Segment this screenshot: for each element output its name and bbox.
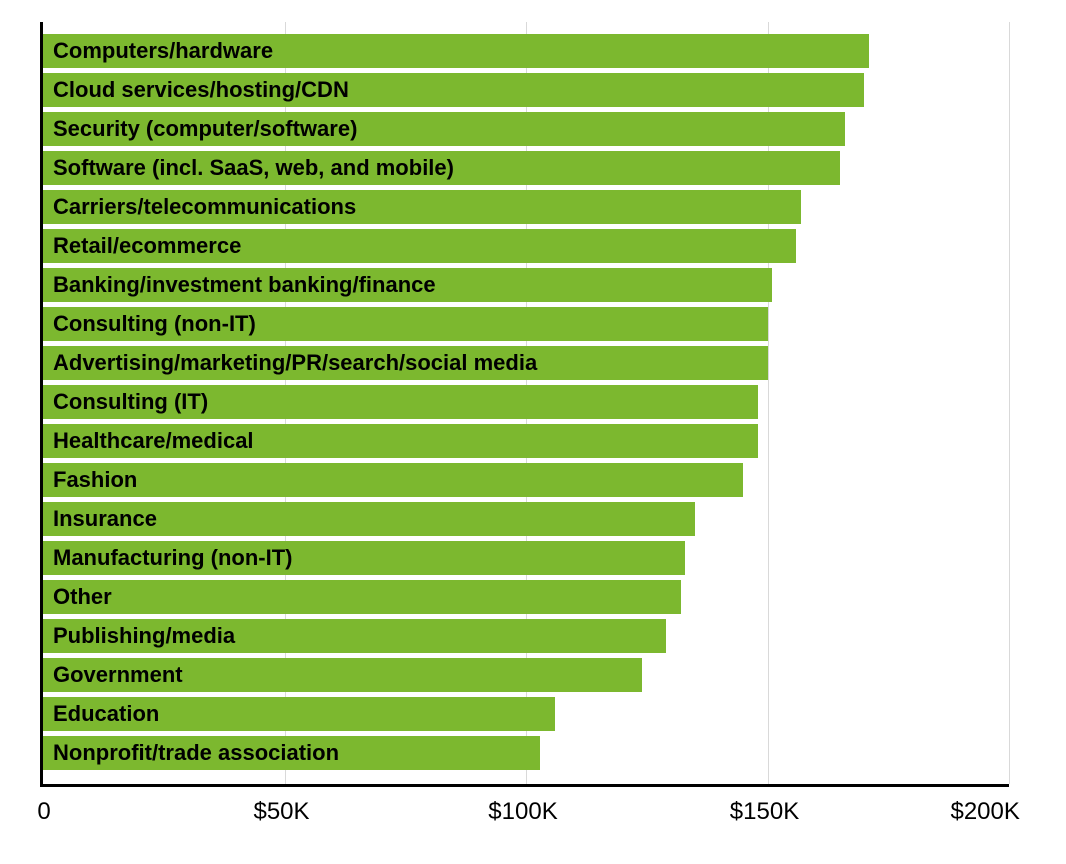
bar-row: Banking/investment banking/finance xyxy=(43,268,772,302)
bar: Consulting (non-IT) xyxy=(43,307,768,341)
bar-row: Computers/hardware xyxy=(43,34,869,68)
bar-row: Advertising/marketing/PR/search/social m… xyxy=(43,346,768,380)
bar-label: Software (incl. SaaS, web, and mobile) xyxy=(53,155,454,181)
bar: Other xyxy=(43,580,681,614)
x-tick-label: $100K xyxy=(488,798,557,826)
bar-row: Nonprofit/trade association xyxy=(43,736,540,770)
bar-label: Healthcare/medical xyxy=(53,428,254,454)
bar: Cloud services/hosting/CDN xyxy=(43,73,864,107)
bar-label: Carriers/telecommunications xyxy=(53,194,356,220)
bar-label: Consulting (IT) xyxy=(53,389,208,415)
bar-label: Other xyxy=(53,584,112,610)
bar-label: Education xyxy=(53,701,159,727)
x-tick-label: 0 xyxy=(37,798,50,826)
bar-label: Retail/ecommerce xyxy=(53,233,241,259)
bar: Software (incl. SaaS, web, and mobile) xyxy=(43,151,840,185)
bar: Fashion xyxy=(43,463,743,497)
bar-label: Nonprofit/trade association xyxy=(53,740,339,766)
bar: Computers/hardware xyxy=(43,34,869,68)
bar: Education xyxy=(43,697,555,731)
bar-label: Banking/investment banking/finance xyxy=(53,272,436,298)
bar: Consulting (IT) xyxy=(43,385,758,419)
bar: Carriers/telecommunications xyxy=(43,190,801,224)
bar: Insurance xyxy=(43,502,695,536)
bar-label: Government xyxy=(53,662,183,688)
bar-row: Retail/ecommerce xyxy=(43,229,796,263)
bar-label: Computers/hardware xyxy=(53,38,273,64)
bar-row: Fashion xyxy=(43,463,743,497)
bar: Healthcare/medical xyxy=(43,424,758,458)
bar-row: Software (incl. SaaS, web, and mobile) xyxy=(43,151,840,185)
bar-label: Consulting (non-IT) xyxy=(53,311,256,337)
bar: Retail/ecommerce xyxy=(43,229,796,263)
bar: Manufacturing (non-IT) xyxy=(43,541,685,575)
bar-label: Security (computer/software) xyxy=(53,116,357,142)
x-gridline xyxy=(1009,22,1010,784)
salary-by-industry-chart: Computers/hardware Cloud services/hosting… xyxy=(0,0,1066,864)
bar-row: Other xyxy=(43,580,681,614)
plot-area: Computers/hardware Cloud services/hosting… xyxy=(40,22,1009,787)
bar-label: Manufacturing (non-IT) xyxy=(53,545,293,571)
bar-row: Education xyxy=(43,697,555,731)
x-tick-label: $150K xyxy=(730,798,799,826)
bar: Security (computer/software) xyxy=(43,112,845,146)
x-tick-label: $50K xyxy=(253,798,309,826)
x-tick-label: $200K xyxy=(950,798,1019,826)
bar: Advertising/marketing/PR/search/social m… xyxy=(43,346,768,380)
bar-row: Healthcare/medical xyxy=(43,424,758,458)
bar-row: Insurance xyxy=(43,502,695,536)
bar-row: Publishing/media xyxy=(43,619,666,653)
bar-row: Carriers/telecommunications xyxy=(43,190,801,224)
bar-row: Manufacturing (non-IT) xyxy=(43,541,685,575)
bar: Publishing/media xyxy=(43,619,666,653)
bar: Government xyxy=(43,658,642,692)
bar-row: Consulting (IT) xyxy=(43,385,758,419)
bar-label: Cloud services/hosting/CDN xyxy=(53,77,349,103)
bar: Banking/investment banking/finance xyxy=(43,268,772,302)
bar-row: Government xyxy=(43,658,642,692)
bar-label: Advertising/marketing/PR/search/social m… xyxy=(53,350,537,376)
bar-label: Publishing/media xyxy=(53,623,235,649)
bar-row: Security (computer/software) xyxy=(43,112,845,146)
bar-row: Consulting (non-IT) xyxy=(43,307,768,341)
bar-row: Cloud services/hosting/CDN xyxy=(43,73,864,107)
bar-label: Fashion xyxy=(53,467,137,493)
bar: Nonprofit/trade association xyxy=(43,736,540,770)
bar-label: Insurance xyxy=(53,506,157,532)
